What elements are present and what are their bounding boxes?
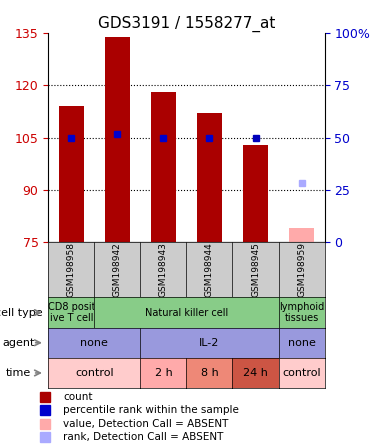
Text: 8 h: 8 h bbox=[201, 368, 219, 378]
Text: GSM198943: GSM198943 bbox=[159, 242, 168, 297]
Text: rank, Detection Call = ABSENT: rank, Detection Call = ABSENT bbox=[63, 432, 223, 442]
Text: 24 h: 24 h bbox=[243, 368, 268, 378]
Text: GSM198958: GSM198958 bbox=[67, 242, 76, 297]
Text: cell type: cell type bbox=[0, 308, 42, 317]
Text: Natural killer cell: Natural killer cell bbox=[145, 308, 228, 317]
Text: GSM198945: GSM198945 bbox=[251, 242, 260, 297]
Bar bbox=[289, 228, 314, 242]
Text: time: time bbox=[6, 368, 31, 378]
Text: agent: agent bbox=[2, 338, 35, 348]
Bar bbox=[59, 107, 84, 242]
Text: IL-2: IL-2 bbox=[199, 338, 220, 348]
Bar bbox=[151, 92, 176, 242]
Bar bbox=[105, 37, 130, 242]
Text: control: control bbox=[75, 368, 114, 378]
Text: control: control bbox=[282, 368, 321, 378]
Bar bbox=[197, 113, 222, 242]
Text: none: none bbox=[81, 338, 108, 348]
Text: CD8 posit
ive T cell: CD8 posit ive T cell bbox=[47, 302, 95, 323]
Title: GDS3191 / 1558277_at: GDS3191 / 1558277_at bbox=[98, 16, 275, 32]
Bar bbox=[243, 145, 268, 242]
Text: percentile rank within the sample: percentile rank within the sample bbox=[63, 405, 239, 416]
Text: none: none bbox=[288, 338, 315, 348]
Text: GSM198944: GSM198944 bbox=[205, 242, 214, 297]
Text: 2 h: 2 h bbox=[154, 368, 172, 378]
Text: GSM198942: GSM198942 bbox=[113, 242, 122, 297]
Text: value, Detection Call = ABSENT: value, Detection Call = ABSENT bbox=[63, 419, 229, 429]
Text: GSM198959: GSM198959 bbox=[297, 242, 306, 297]
Text: count: count bbox=[63, 392, 93, 402]
Text: lymphoid
tissues: lymphoid tissues bbox=[279, 302, 324, 323]
